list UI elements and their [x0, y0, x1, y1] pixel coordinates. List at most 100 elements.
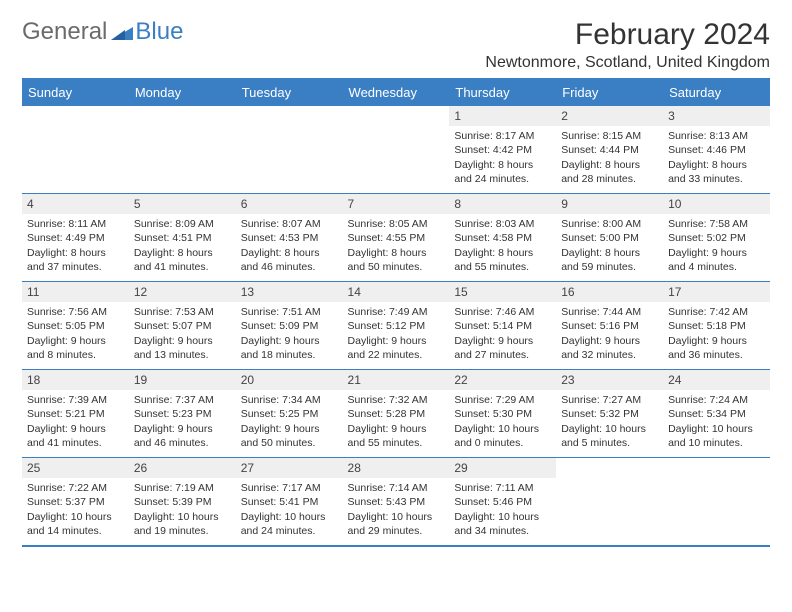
day-cell — [129, 106, 236, 194]
daylight-text: and 14 minutes. — [27, 524, 124, 538]
daylight-text: and 5 minutes. — [561, 436, 658, 450]
daylight-text: and 4 minutes. — [668, 260, 765, 274]
day-number: 26 — [129, 458, 236, 478]
day-number: 19 — [129, 370, 236, 390]
sunset-text: Sunset: 5:32 PM — [561, 407, 658, 421]
day-number: 5 — [129, 194, 236, 214]
day-cell: 26Sunrise: 7:19 AMSunset: 5:39 PMDayligh… — [129, 458, 236, 546]
sunrise-text: Sunrise: 7:51 AM — [241, 305, 338, 319]
day-number: 28 — [343, 458, 450, 478]
daylight-text: and 41 minutes. — [27, 436, 124, 450]
daylight-text: Daylight: 9 hours — [134, 422, 231, 436]
daylight-text: Daylight: 9 hours — [27, 422, 124, 436]
day-cell: 22Sunrise: 7:29 AMSunset: 5:30 PMDayligh… — [449, 370, 556, 458]
sunrise-text: Sunrise: 8:13 AM — [668, 129, 765, 143]
daylight-text: Daylight: 9 hours — [241, 422, 338, 436]
title-block: February 2024 Newtonmore, Scotland, Unit… — [485, 18, 770, 72]
day-cell: 5Sunrise: 8:09 AMSunset: 4:51 PMDaylight… — [129, 194, 236, 282]
daylight-text: and 33 minutes. — [668, 172, 765, 186]
day-cell: 29Sunrise: 7:11 AMSunset: 5:46 PMDayligh… — [449, 458, 556, 546]
daylight-text: and 29 minutes. — [348, 524, 445, 538]
day-cell: 20Sunrise: 7:34 AMSunset: 5:25 PMDayligh… — [236, 370, 343, 458]
sunset-text: Sunset: 5:18 PM — [668, 319, 765, 333]
day-header-row: Sunday Monday Tuesday Wednesday Thursday… — [22, 79, 770, 106]
logo-word-1: General — [22, 18, 107, 46]
sunrise-text: Sunrise: 7:19 AM — [134, 481, 231, 495]
day-cell — [343, 106, 450, 194]
daylight-text: and 41 minutes. — [134, 260, 231, 274]
day-cell: 16Sunrise: 7:44 AMSunset: 5:16 PMDayligh… — [556, 282, 663, 370]
sunset-text: Sunset: 5:23 PM — [134, 407, 231, 421]
sunrise-text: Sunrise: 7:44 AM — [561, 305, 658, 319]
day-number: 25 — [22, 458, 129, 478]
sunrise-text: Sunrise: 8:17 AM — [454, 129, 551, 143]
sunrise-text: Sunrise: 7:49 AM — [348, 305, 445, 319]
daylight-text: and 22 minutes. — [348, 348, 445, 362]
sunset-text: Sunset: 5:02 PM — [668, 231, 765, 245]
sunset-text: Sunset: 5:09 PM — [241, 319, 338, 333]
day-cell: 3Sunrise: 8:13 AMSunset: 4:46 PMDaylight… — [663, 106, 770, 194]
sunset-text: Sunset: 5:30 PM — [454, 407, 551, 421]
week-row: 11Sunrise: 7:56 AMSunset: 5:05 PMDayligh… — [22, 282, 770, 370]
daylight-text: Daylight: 10 hours — [241, 510, 338, 524]
day-cell: 25Sunrise: 7:22 AMSunset: 5:37 PMDayligh… — [22, 458, 129, 546]
sunrise-text: Sunrise: 7:11 AM — [454, 481, 551, 495]
daylight-text: Daylight: 8 hours — [668, 158, 765, 172]
daylight-text: Daylight: 10 hours — [561, 422, 658, 436]
day-cell: 11Sunrise: 7:56 AMSunset: 5:05 PMDayligh… — [22, 282, 129, 370]
daylight-text: Daylight: 9 hours — [348, 334, 445, 348]
sunset-text: Sunset: 4:53 PM — [241, 231, 338, 245]
dayname-sat: Saturday — [663, 79, 770, 106]
daylight-text: and 46 minutes. — [241, 260, 338, 274]
daylight-text: Daylight: 8 hours — [454, 246, 551, 260]
sunrise-text: Sunrise: 7:42 AM — [668, 305, 765, 319]
week-row: 4Sunrise: 8:11 AMSunset: 4:49 PMDaylight… — [22, 194, 770, 282]
day-cell: 8Sunrise: 8:03 AMSunset: 4:58 PMDaylight… — [449, 194, 556, 282]
daylight-text: and 10 minutes. — [668, 436, 765, 450]
day-cell: 18Sunrise: 7:39 AMSunset: 5:21 PMDayligh… — [22, 370, 129, 458]
daylight-text: and 24 minutes. — [241, 524, 338, 538]
sunset-text: Sunset: 5:28 PM — [348, 407, 445, 421]
sunrise-text: Sunrise: 7:56 AM — [27, 305, 124, 319]
daylight-text: Daylight: 8 hours — [454, 158, 551, 172]
day-number: 17 — [663, 282, 770, 302]
day-number: 16 — [556, 282, 663, 302]
sunset-text: Sunset: 5:21 PM — [27, 407, 124, 421]
header: General Blue February 2024 Newtonmore, S… — [22, 18, 770, 72]
day-number: 13 — [236, 282, 343, 302]
day-number: 27 — [236, 458, 343, 478]
day-cell: 14Sunrise: 7:49 AMSunset: 5:12 PMDayligh… — [343, 282, 450, 370]
sunrise-text: Sunrise: 8:09 AM — [134, 217, 231, 231]
daylight-text: Daylight: 10 hours — [348, 510, 445, 524]
sunrise-text: Sunrise: 7:46 AM — [454, 305, 551, 319]
daylight-text: Daylight: 10 hours — [454, 510, 551, 524]
sunrise-text: Sunrise: 8:15 AM — [561, 129, 658, 143]
week-row: 18Sunrise: 7:39 AMSunset: 5:21 PMDayligh… — [22, 370, 770, 458]
sunset-text: Sunset: 4:51 PM — [134, 231, 231, 245]
sunrise-text: Sunrise: 7:32 AM — [348, 393, 445, 407]
daylight-text: Daylight: 8 hours — [27, 246, 124, 260]
day-cell — [556, 458, 663, 546]
day-cell: 17Sunrise: 7:42 AMSunset: 5:18 PMDayligh… — [663, 282, 770, 370]
day-number: 18 — [22, 370, 129, 390]
day-cell: 13Sunrise: 7:51 AMSunset: 5:09 PMDayligh… — [236, 282, 343, 370]
sunrise-text: Sunrise: 7:29 AM — [454, 393, 551, 407]
sunset-text: Sunset: 4:49 PM — [27, 231, 124, 245]
day-number: 12 — [129, 282, 236, 302]
daylight-text: Daylight: 9 hours — [27, 334, 124, 348]
sunset-text: Sunset: 5:00 PM — [561, 231, 658, 245]
sunrise-text: Sunrise: 8:11 AM — [27, 217, 124, 231]
sunrise-text: Sunrise: 7:58 AM — [668, 217, 765, 231]
sunset-text: Sunset: 5:34 PM — [668, 407, 765, 421]
day-cell — [22, 106, 129, 194]
logo: General Blue — [22, 18, 183, 46]
day-number: 6 — [236, 194, 343, 214]
sunset-text: Sunset: 4:42 PM — [454, 143, 551, 157]
daylight-text: and 32 minutes. — [561, 348, 658, 362]
sunrise-text: Sunrise: 7:27 AM — [561, 393, 658, 407]
sunset-text: Sunset: 4:55 PM — [348, 231, 445, 245]
daylight-text: and 55 minutes. — [454, 260, 551, 274]
dayname-tue: Tuesday — [236, 79, 343, 106]
daylight-text: Daylight: 8 hours — [561, 246, 658, 260]
daylight-text: Daylight: 9 hours — [561, 334, 658, 348]
